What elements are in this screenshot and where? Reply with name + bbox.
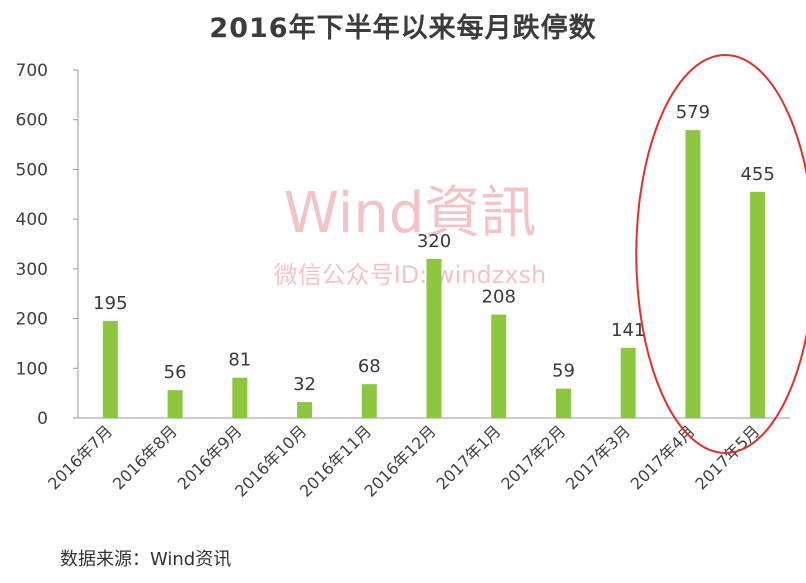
- data-label: 32: [293, 374, 316, 395]
- data-label: 81: [228, 350, 251, 371]
- x-tick-label: 2016年8月: [109, 421, 181, 493]
- y-tick-label: 100: [16, 359, 48, 379]
- highlight-ellipse: [635, 54, 806, 454]
- bar: [297, 402, 313, 418]
- bar: [555, 388, 571, 418]
- watermark-title: Wind資訊: [284, 181, 537, 246]
- source-note: 数据来源：Wind资讯: [60, 549, 232, 570]
- bar: [426, 258, 442, 418]
- bar: [750, 191, 766, 418]
- chart-title: 2016年下半年以来每月跌停数: [209, 13, 597, 44]
- bar: [232, 377, 248, 418]
- bar: [685, 130, 701, 418]
- data-label: 141: [611, 320, 645, 341]
- bar: [361, 384, 377, 418]
- y-tick-label: 300: [16, 260, 48, 280]
- x-tick-label: 2017年3月: [562, 421, 634, 493]
- x-tick-label: 2017年1月: [432, 421, 504, 493]
- y-tick-label: 0: [37, 409, 48, 429]
- data-label: 320: [417, 231, 451, 252]
- x-tick-label: 2017年4月: [627, 421, 699, 493]
- bar: [167, 390, 183, 418]
- x-tick-label: 2017年2月: [497, 421, 569, 493]
- y-tick-label: 700: [16, 61, 48, 81]
- data-label: 455: [740, 164, 774, 185]
- bar: [102, 321, 118, 418]
- data-label: 56: [164, 362, 187, 383]
- watermark-subtitle: 微信公众号ID: windzxsh: [274, 261, 547, 289]
- data-label: 68: [358, 356, 381, 377]
- data-label: 579: [676, 102, 710, 123]
- y-tick-label: 600: [16, 111, 48, 131]
- data-label: 208: [482, 287, 516, 308]
- bar: [620, 347, 636, 418]
- x-tick-label: 2016年7月: [44, 421, 116, 493]
- data-label: 195: [93, 293, 127, 314]
- y-tick-label: 200: [16, 310, 48, 330]
- bar: [491, 314, 507, 418]
- data-label: 59: [552, 361, 575, 382]
- y-tick-label: 400: [16, 210, 48, 230]
- y-tick-label: 500: [16, 160, 48, 180]
- x-tick-label: 2017年5月: [691, 421, 763, 493]
